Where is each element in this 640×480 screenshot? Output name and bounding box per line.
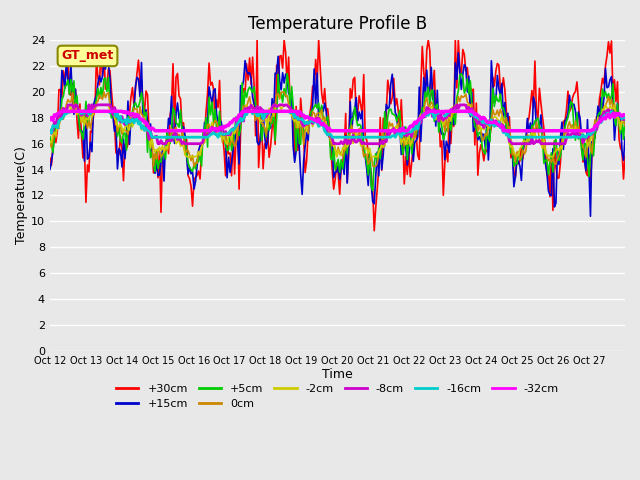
X-axis label: Time: Time: [322, 369, 353, 382]
Text: GT_met: GT_met: [61, 49, 114, 62]
Title: Temperature Profile B: Temperature Profile B: [248, 15, 427, 33]
Legend: +30cm, +15cm, +5cm, 0cm, -2cm, -8cm, -16cm, -32cm: +30cm, +15cm, +5cm, 0cm, -2cm, -8cm, -16…: [112, 379, 563, 414]
Y-axis label: Temperature(C): Temperature(C): [15, 146, 28, 244]
